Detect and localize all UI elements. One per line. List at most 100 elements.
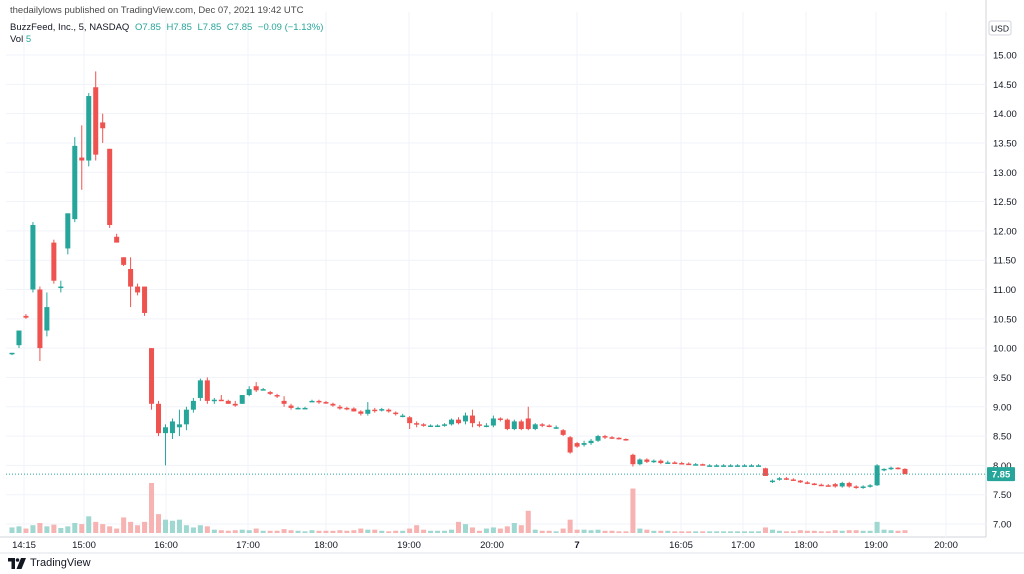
y-tick-label: 9.50 — [993, 373, 1012, 384]
volume-bar — [616, 531, 622, 533]
candle-body — [253, 386, 259, 391]
volume-bar — [176, 519, 182, 533]
candle-body — [51, 242, 57, 281]
candle-body — [183, 409, 189, 425]
candle-body — [386, 409, 392, 412]
candle-body — [288, 405, 294, 408]
volume-bar — [204, 526, 210, 533]
volume-legend: Vol 5 — [10, 34, 31, 45]
volume-bar — [169, 520, 175, 533]
volume-bar — [735, 531, 741, 533]
last-price-label: 7.85 — [992, 470, 1011, 481]
candle-body — [735, 465, 741, 467]
volume-bar — [581, 529, 587, 533]
candle-body — [874, 465, 880, 486]
volume-bar — [393, 530, 399, 533]
x-tick-label: 7 — [574, 540, 579, 551]
y-tick-label: 8.50 — [993, 432, 1012, 443]
y-tick-label: 11.50 — [993, 256, 1016, 267]
candle-body — [518, 421, 524, 430]
volume-bar — [623, 531, 629, 533]
volume-bar — [776, 530, 782, 533]
volume-bar — [476, 530, 482, 533]
volume-bar — [372, 529, 378, 533]
candle-body — [665, 462, 671, 464]
candle-body — [295, 407, 301, 410]
candle-body — [330, 403, 336, 406]
volume-bar — [714, 531, 720, 533]
candle-body — [504, 419, 510, 430]
volume-bar — [895, 530, 901, 533]
candle-body — [539, 424, 545, 426]
candle-body — [267, 392, 273, 394]
volume-bar — [630, 488, 636, 533]
tradingview-brand[interactable]: TradingView — [8, 557, 91, 569]
candle-body — [511, 421, 517, 430]
volume-bar — [400, 530, 406, 533]
volume-bar — [100, 524, 106, 533]
brand-name: TradingView — [30, 557, 91, 569]
x-tick-label: 18:00 — [794, 540, 818, 551]
volume-bar — [190, 527, 196, 533]
candle-body — [616, 437, 622, 440]
volume-bar — [295, 530, 301, 533]
candle-body — [895, 467, 901, 470]
volume-bar — [762, 527, 768, 533]
volume-bar — [881, 529, 887, 533]
candle-body — [476, 424, 482, 426]
candle-body — [23, 315, 29, 318]
candle-body — [65, 213, 71, 249]
volume-bar — [86, 516, 92, 533]
candle-body — [769, 480, 775, 483]
volume-bar — [65, 526, 71, 533]
candle-body — [79, 157, 85, 161]
volume-bar — [700, 531, 706, 533]
candle-body — [783, 478, 789, 480]
candle-body — [462, 415, 468, 422]
y-tick-label: 12.50 — [993, 197, 1017, 208]
volume-bar — [497, 528, 503, 533]
candle-body — [707, 465, 713, 467]
candle-body — [211, 399, 217, 402]
x-tick-label: 20:00 — [934, 540, 958, 551]
volume-bar — [121, 517, 127, 533]
volume-bar — [386, 531, 392, 533]
volume-bar — [162, 519, 168, 533]
volume-bar — [260, 530, 266, 533]
currency-label: USD — [991, 24, 1009, 34]
candle-body — [114, 236, 120, 243]
candle-body — [469, 415, 475, 424]
volume-bar — [407, 528, 413, 533]
volume-bar — [149, 483, 155, 533]
candle-body — [762, 468, 768, 476]
volume-bar — [511, 523, 517, 533]
candle-body — [44, 307, 50, 331]
x-tick-label: 16:05 — [669, 540, 693, 551]
volume-bar — [811, 530, 817, 533]
candle-body — [155, 403, 162, 434]
volume-bar — [288, 530, 294, 533]
candle-body — [218, 399, 224, 402]
candle-body — [435, 425, 441, 428]
volume-bar — [539, 530, 545, 533]
candle-body — [581, 443, 587, 445]
y-tick-label: 14.50 — [993, 80, 1017, 91]
volume-bar — [825, 531, 831, 533]
volume-bar — [358, 528, 364, 533]
volume-bar — [469, 527, 475, 533]
candle-body — [169, 421, 175, 434]
volume-bar — [749, 531, 755, 533]
candle-body — [16, 330, 22, 346]
candle-body — [351, 408, 357, 412]
volume-bar — [316, 530, 322, 533]
volume-bar — [107, 526, 113, 533]
volume-bar — [790, 531, 796, 533]
candle-body — [414, 423, 420, 425]
candle-body — [365, 409, 371, 414]
low-value: L7.85 — [197, 22, 222, 33]
volume-bar — [414, 525, 420, 533]
high-value: H7.85 — [166, 22, 192, 33]
candle-body — [839, 482, 845, 487]
y-tick-label: 15.00 — [993, 51, 1017, 62]
